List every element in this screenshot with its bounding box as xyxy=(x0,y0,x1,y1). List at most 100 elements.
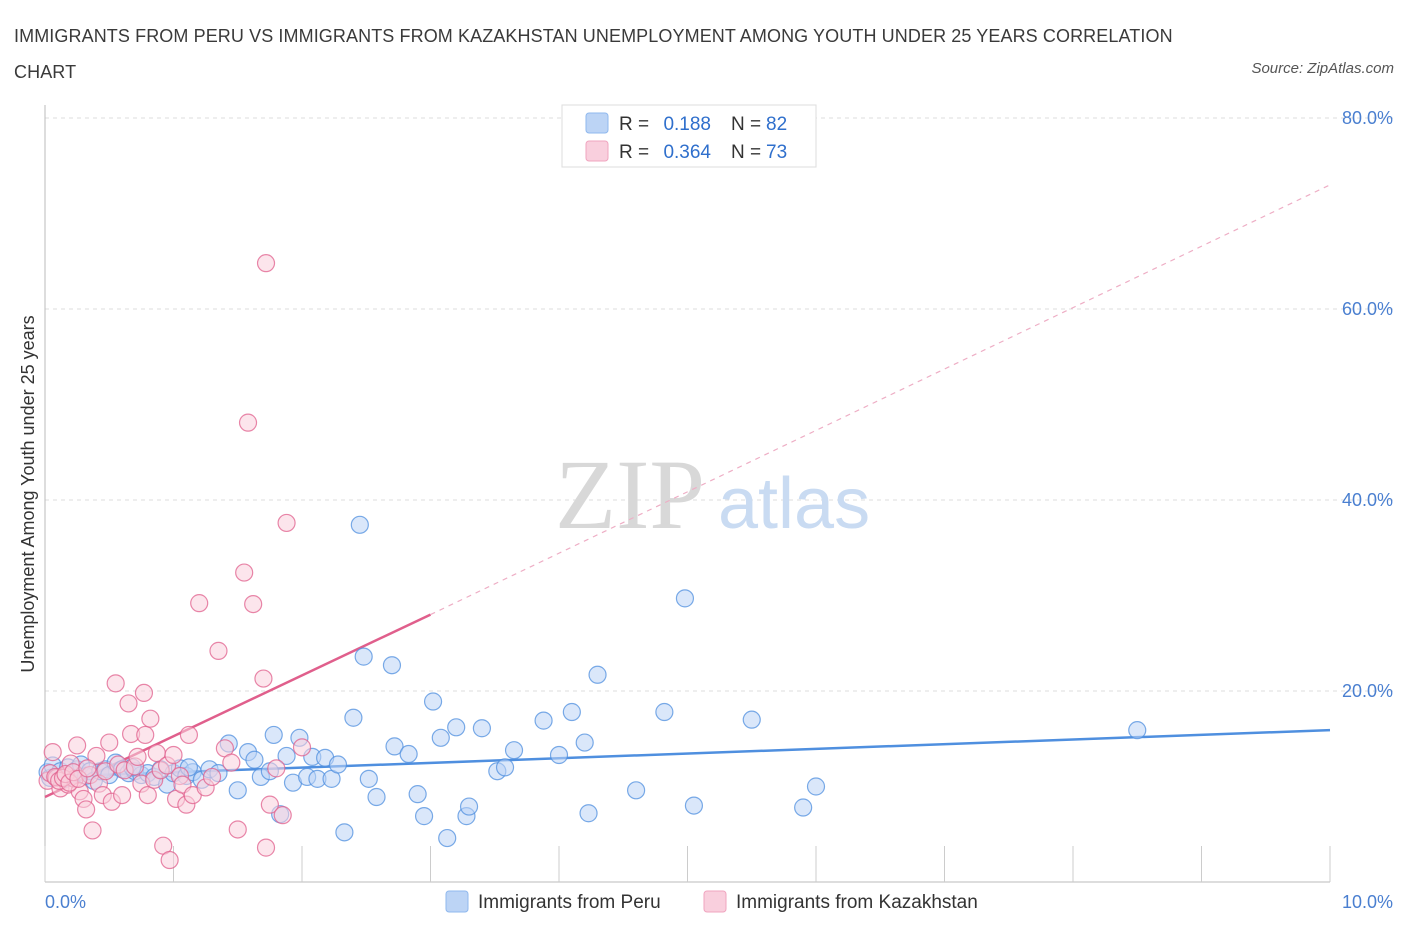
peru-point-73 xyxy=(579,804,598,823)
legend-swatch-kazakhstan xyxy=(585,140,609,162)
y-tick-label-20: 20.0% xyxy=(1342,681,1393,701)
kazakhstan-point-32 xyxy=(138,785,157,805)
peru-point-82 xyxy=(1128,721,1147,740)
peru-point-69 xyxy=(534,711,553,730)
legend-r-label-kazakhstan: R = xyxy=(619,142,649,163)
kazakhstan-point-72 xyxy=(78,759,97,778)
kazakhstan-point-15 xyxy=(87,746,106,766)
kazakhstan-point-9 xyxy=(68,736,87,755)
kazakhstan-point-56 xyxy=(244,594,263,614)
kazakhstan-point-53 xyxy=(228,820,247,839)
peru-point-55 xyxy=(385,737,404,756)
legend-n-value-kazakhstan: 73 xyxy=(766,142,787,163)
peru-point-78 xyxy=(684,796,704,815)
kazakhstan-point-50 xyxy=(209,641,228,660)
peru-point-40 xyxy=(277,746,296,766)
legend-swatch-peru xyxy=(585,112,609,134)
peru-point-60 xyxy=(431,728,450,747)
peru-point-71 xyxy=(562,702,581,722)
kazakhstan-point-52 xyxy=(222,753,241,772)
legend-n-value-peru: 82 xyxy=(766,114,787,135)
legend-r-value-kazakhstan: 0.364 xyxy=(663,142,711,163)
kazakhstan-point-61 xyxy=(273,806,292,825)
peru-point-80 xyxy=(794,798,813,817)
kazakhstan-point-63 xyxy=(256,254,276,273)
legend-bottom-label-kazakhstan: Immigrants from Kazakhstan xyxy=(736,892,978,913)
kazakhstan-point-58 xyxy=(256,838,276,857)
source-label: Source: ZipAtlas.com xyxy=(1251,60,1394,77)
y-tick-labels: 20.0% 40.0% 60.0% 80.0% xyxy=(1342,108,1393,701)
peru-point-74 xyxy=(588,665,607,684)
watermark: ZIP atlas xyxy=(555,439,870,550)
series-kazakhstan xyxy=(38,254,312,870)
peru-point-67 xyxy=(495,758,515,777)
peru-point-64 xyxy=(459,797,479,816)
peru-point-76 xyxy=(655,702,674,722)
legend-bottom: Immigrants from Peru Immigrants from Kaz… xyxy=(445,890,978,913)
peru-point-75 xyxy=(626,781,646,800)
peru-point-49 xyxy=(335,823,354,842)
kazakhstan-point-45 xyxy=(179,725,199,745)
x-tick-label-min: 0.0% xyxy=(45,892,86,912)
peru-point-68 xyxy=(504,741,524,760)
kazakhstan-point-28 xyxy=(128,747,147,766)
watermark-zip: ZIP xyxy=(555,439,705,550)
peru-point-56 xyxy=(399,744,418,764)
kazakhstan-point-21 xyxy=(106,674,125,693)
y-axis-title: Unemployment Among Youth under 25 years xyxy=(18,315,38,672)
peru-point-59 xyxy=(423,692,443,711)
kazakhstan-point-64 xyxy=(292,738,312,757)
legend-bottom-label-peru: Immigrants from Peru xyxy=(478,892,661,913)
y-tick-label-80: 80.0% xyxy=(1342,108,1393,128)
legend-top: R = 0.188 N = 82 R = 0.364 N = 73 xyxy=(561,104,817,168)
y-tick-label-40: 40.0% xyxy=(1342,490,1393,510)
legend-r-value-peru: 0.188 xyxy=(663,114,711,135)
legend-bottom-swatch-kazakhstan xyxy=(703,890,727,913)
peru-point-33 xyxy=(228,781,247,800)
kazakhstan-point-57 xyxy=(254,669,273,688)
data-points xyxy=(38,254,1147,870)
kazakhstan-point-39 xyxy=(160,850,179,870)
kazakhstan-point-54 xyxy=(235,563,254,582)
kazakhstan-point-33 xyxy=(141,709,160,728)
kazakhstan-point-59 xyxy=(260,795,279,814)
chart-title: IMMIGRANTS FROM PERU VS IMMIGRANTS FROM … xyxy=(14,26,1173,82)
peru-point-38 xyxy=(264,725,283,745)
kazakhstan-point-55 xyxy=(238,413,258,432)
kazakhstan-point-62 xyxy=(277,513,296,533)
y-tick-label-60: 60.0% xyxy=(1342,299,1393,319)
peru-point-35 xyxy=(245,750,264,769)
legend-n-label-peru: N = xyxy=(731,114,761,135)
kazakhstan-point-49 xyxy=(202,767,222,787)
kazakhstan-point-25 xyxy=(119,694,138,713)
peru-point-79 xyxy=(742,710,761,729)
peru-point-54 xyxy=(367,787,386,807)
kazakhstan-point-12 xyxy=(77,800,96,819)
kazakhstan-point-40 xyxy=(164,745,183,765)
peru-point-81 xyxy=(806,777,826,796)
peru-point-83 xyxy=(382,656,402,675)
peru-point-52 xyxy=(354,647,373,666)
peru-point-48 xyxy=(328,755,348,774)
peru-point-51 xyxy=(350,515,369,534)
kazakhstan-point-31 xyxy=(136,725,155,745)
kazakhstan-point-60 xyxy=(267,759,286,778)
series-peru xyxy=(38,515,1147,848)
peru-point-70 xyxy=(549,745,569,765)
kazakhstan-point-23 xyxy=(112,785,132,805)
peru-point-72 xyxy=(575,733,594,752)
legend-bottom-swatch-peru xyxy=(445,890,469,913)
peru-point-50 xyxy=(344,708,363,727)
kazakhstan-point-30 xyxy=(134,683,154,703)
kazakhstan-point-14 xyxy=(83,821,102,840)
trend-line-kazakhstan-extension xyxy=(430,184,1331,616)
kazakhstan-point-19 xyxy=(100,733,119,752)
x-ticks xyxy=(44,846,1331,882)
peru-point-53 xyxy=(359,769,378,788)
legend-r-label-peru: R = xyxy=(619,114,649,135)
peru-point-62 xyxy=(447,718,466,737)
kazakhstan-point-47 xyxy=(190,594,209,613)
peru-point-61 xyxy=(438,828,457,848)
peru-point-65 xyxy=(472,719,491,738)
